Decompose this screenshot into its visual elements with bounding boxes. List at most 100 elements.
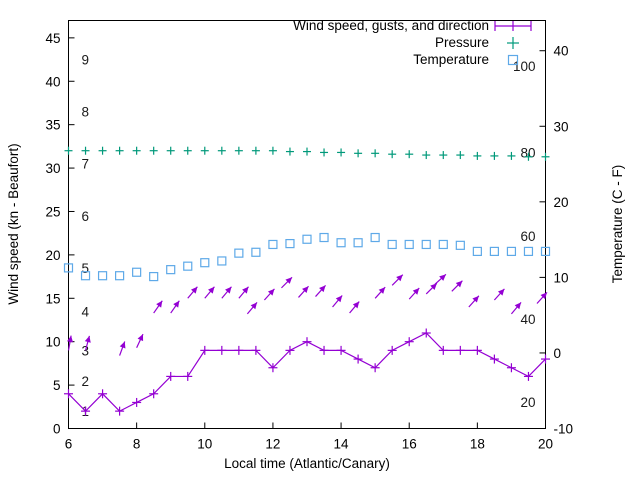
series-wind-speed (64, 328, 550, 416)
y2-tick--10: -10 (554, 422, 574, 437)
wind-direction-arrow (246, 302, 258, 315)
temperature-point (234, 248, 244, 258)
y2-tick-30: 30 (554, 119, 569, 134)
beaufort-4: 4 (82, 304, 90, 319)
wind-direction-arrow (425, 282, 438, 295)
temperature-point (540, 246, 551, 257)
x-axis-title: Local time (Atlantic/Canary) (224, 456, 390, 471)
right-axis-ticks: -10 0 10 20 30 40 (539, 44, 574, 437)
series-temperature (63, 232, 551, 282)
x-tick-14: 14 (334, 437, 350, 452)
temperature-point (523, 246, 534, 257)
legend-label-pressure: Pressure (435, 35, 489, 50)
x-tick-10: 10 (197, 437, 212, 452)
y2-axis-title: Temperature (C - F) (610, 165, 625, 284)
wind-direction-arrow (153, 300, 163, 314)
y-tick-30: 30 (45, 161, 60, 176)
legend-label-wind: Wind speed, gusts, and direction (293, 18, 489, 33)
temperature-point (268, 239, 278, 250)
wind-direction-arrow (332, 295, 343, 308)
beaufort-9: 9 (82, 53, 90, 68)
beaufort-7: 7 (82, 157, 90, 172)
beaufort-scale-labels: 123456789 (82, 53, 90, 420)
y-tick-45: 45 (45, 31, 60, 46)
wind-direction-arrow (187, 286, 198, 299)
fahrenheit-40: 40 (520, 312, 535, 327)
wind-direction-arrow (238, 286, 249, 299)
plot-frame (68, 20, 546, 429)
wind-direction-arrow (119, 341, 126, 356)
y2-tick-40: 40 (554, 44, 569, 59)
x-tick-20: 20 (538, 437, 553, 452)
wind-direction-arrow (170, 300, 180, 314)
temperature-point (336, 238, 346, 248)
temperature-point (200, 258, 210, 268)
wind-direction-arrows (67, 273, 548, 356)
beaufort-6: 6 (82, 209, 90, 224)
legend-marker-wind (494, 21, 532, 31)
wind-direction-arrow (84, 335, 91, 351)
temperature-point (421, 239, 431, 250)
wind-direction-arrow (263, 288, 275, 301)
temperature-point (166, 265, 176, 275)
wind-direction-arrow (315, 285, 327, 297)
wind-direction-arrow (468, 295, 480, 308)
series-pressure (64, 146, 550, 161)
temperature-point (404, 239, 414, 250)
beaufort-3: 3 (82, 343, 90, 358)
fahrenheit-100: 100 (513, 59, 536, 74)
y-tick-25: 25 (45, 204, 60, 219)
temperature-point (183, 261, 193, 271)
temperature-point (455, 240, 465, 250)
temperature-point (370, 232, 380, 243)
temperature-point (319, 232, 329, 243)
fahrenheit-20: 20 (520, 395, 535, 410)
temperature-point (472, 246, 482, 257)
y-tick-10: 10 (45, 335, 60, 350)
beaufort-8: 8 (82, 105, 90, 120)
y-tick-35: 35 (45, 118, 60, 133)
wind-direction-arrow (204, 286, 215, 299)
wind-direction-arrow (136, 333, 144, 349)
y2-tick-0: 0 (554, 346, 562, 361)
temperature-point (149, 271, 159, 282)
temperature-point (489, 246, 499, 257)
wind-direction-arrow (298, 285, 309, 298)
y2-tick-20: 20 (554, 195, 569, 210)
wind-direction-arrow (281, 276, 293, 289)
x-axis-ticks: 6 8 10 12 14 16 18 20 (65, 422, 553, 452)
beaufort-2: 2 (82, 374, 90, 389)
fahrenheit-60: 60 (520, 229, 535, 244)
wind-direction-arrow (349, 301, 360, 314)
y-tick-20: 20 (45, 248, 60, 263)
wind-direction-arrow (391, 274, 404, 286)
y-tick-15: 15 (45, 291, 60, 306)
wind-direction-arrow (536, 291, 548, 304)
temperature-point (217, 256, 227, 266)
temperature-point (302, 234, 312, 244)
temperature-point (115, 271, 125, 281)
wind-direction-arrow (374, 286, 386, 299)
temperature-point (285, 238, 295, 249)
temperature-point (506, 246, 517, 257)
wind-direction-arrow (493, 288, 505, 301)
wind-direction-arrow (67, 335, 74, 351)
temperature-point (251, 247, 261, 257)
x-tick-6: 6 (65, 437, 73, 452)
beaufort-5: 5 (82, 261, 90, 276)
wind-direction-arrow (408, 287, 420, 300)
temperature-point (353, 238, 363, 248)
left-axis-ticks: 0 5 10 15 20 25 30 35 40 45 (45, 31, 75, 437)
fahrenheit-scale-labels: 20406080100 (513, 59, 536, 410)
legend-marker-temperature (507, 54, 519, 66)
y-tick-40: 40 (45, 74, 60, 89)
wind-direction-arrow (221, 286, 232, 299)
temperature-point (438, 239, 448, 250)
wind-direction-arrow (510, 302, 522, 315)
temperature-point (132, 267, 142, 277)
legend-marker-pressure (507, 37, 519, 49)
y-tick-0: 0 (53, 422, 61, 437)
x-tick-8: 8 (133, 437, 141, 452)
